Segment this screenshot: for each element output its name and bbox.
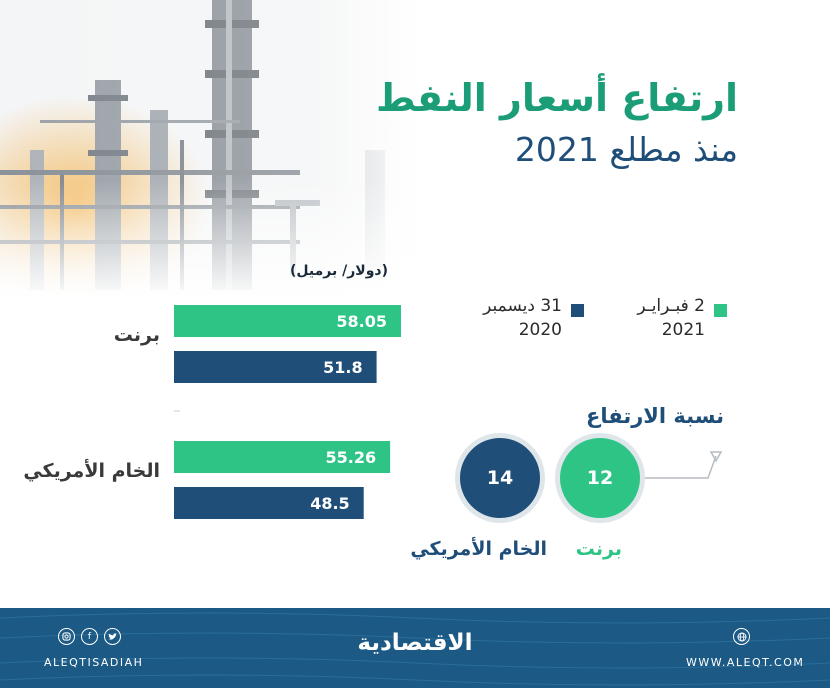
page-subtitle: منذ مطلع 2021 xyxy=(514,130,738,169)
legend-swatch-feb xyxy=(714,304,727,317)
increase-title: نسبة الارتفاع xyxy=(585,404,724,428)
footer-website[interactable]: WWW.ALEQT.COM xyxy=(686,656,805,669)
refinery-illustration xyxy=(0,0,420,300)
legend-year-feb: 2021 xyxy=(661,320,705,340)
twitter-icon[interactable] xyxy=(104,628,121,645)
footer: f ALEQTISADIAH الاقتصادية WWW.ALEQT.COM xyxy=(0,608,830,688)
footer-handle: ALEQTISADIAH xyxy=(44,656,144,669)
legend-swatch-dec xyxy=(571,304,584,317)
unit-label: (دولار/ برميل) xyxy=(290,263,388,279)
increase-circle-brent: 12 xyxy=(555,433,645,523)
increase-circle-wti: 14 xyxy=(455,433,545,523)
bar-brent-series-1 xyxy=(174,351,377,383)
category-label-brent: برنت xyxy=(113,324,160,346)
bar-value-label-wti-series-1: 48.5 xyxy=(310,494,349,513)
bars-group: 58.05 55.26 51.8 48.5 xyxy=(174,305,401,519)
increase-value-wti: 14 xyxy=(486,467,514,489)
increase-label-brent: برنت xyxy=(575,538,622,560)
bar-value-label-brent-series-0: 58.05 xyxy=(336,312,387,331)
page-title: ارتفاع أسعار النفط xyxy=(375,76,738,120)
legend-year-dec: 2020 xyxy=(518,320,562,340)
bar-brent-series-0 xyxy=(174,305,401,337)
brand-logo: الاقتصادية xyxy=(357,630,473,656)
category-label-wti: الخام الأمريكي xyxy=(23,460,160,482)
increase-value-brent: 12 xyxy=(586,467,614,489)
bar-wti-series-0 xyxy=(174,441,391,473)
legend-item-feb: 2 فبـرايـر 2021 xyxy=(607,296,727,346)
globe-icon[interactable] xyxy=(733,628,750,645)
legend-item-dec: 31 ديسمبر 2020 xyxy=(464,296,584,346)
facebook-icon[interactable]: f xyxy=(81,628,98,645)
instagram-icon[interactable] xyxy=(58,628,75,645)
increase-label-wti: الخام الأمريكي xyxy=(410,538,547,560)
bar-value-label-brent-series-1: 51.8 xyxy=(323,358,362,377)
legend-label-feb: 2 فبـرايـر xyxy=(637,296,705,316)
legend-label-dec: 31 ديسمبر xyxy=(483,296,562,316)
bar-wti-series-1 xyxy=(174,487,364,519)
footer-wave-pattern xyxy=(0,612,830,686)
bar-value-label-wti-series-0: 55.26 xyxy=(325,448,376,467)
